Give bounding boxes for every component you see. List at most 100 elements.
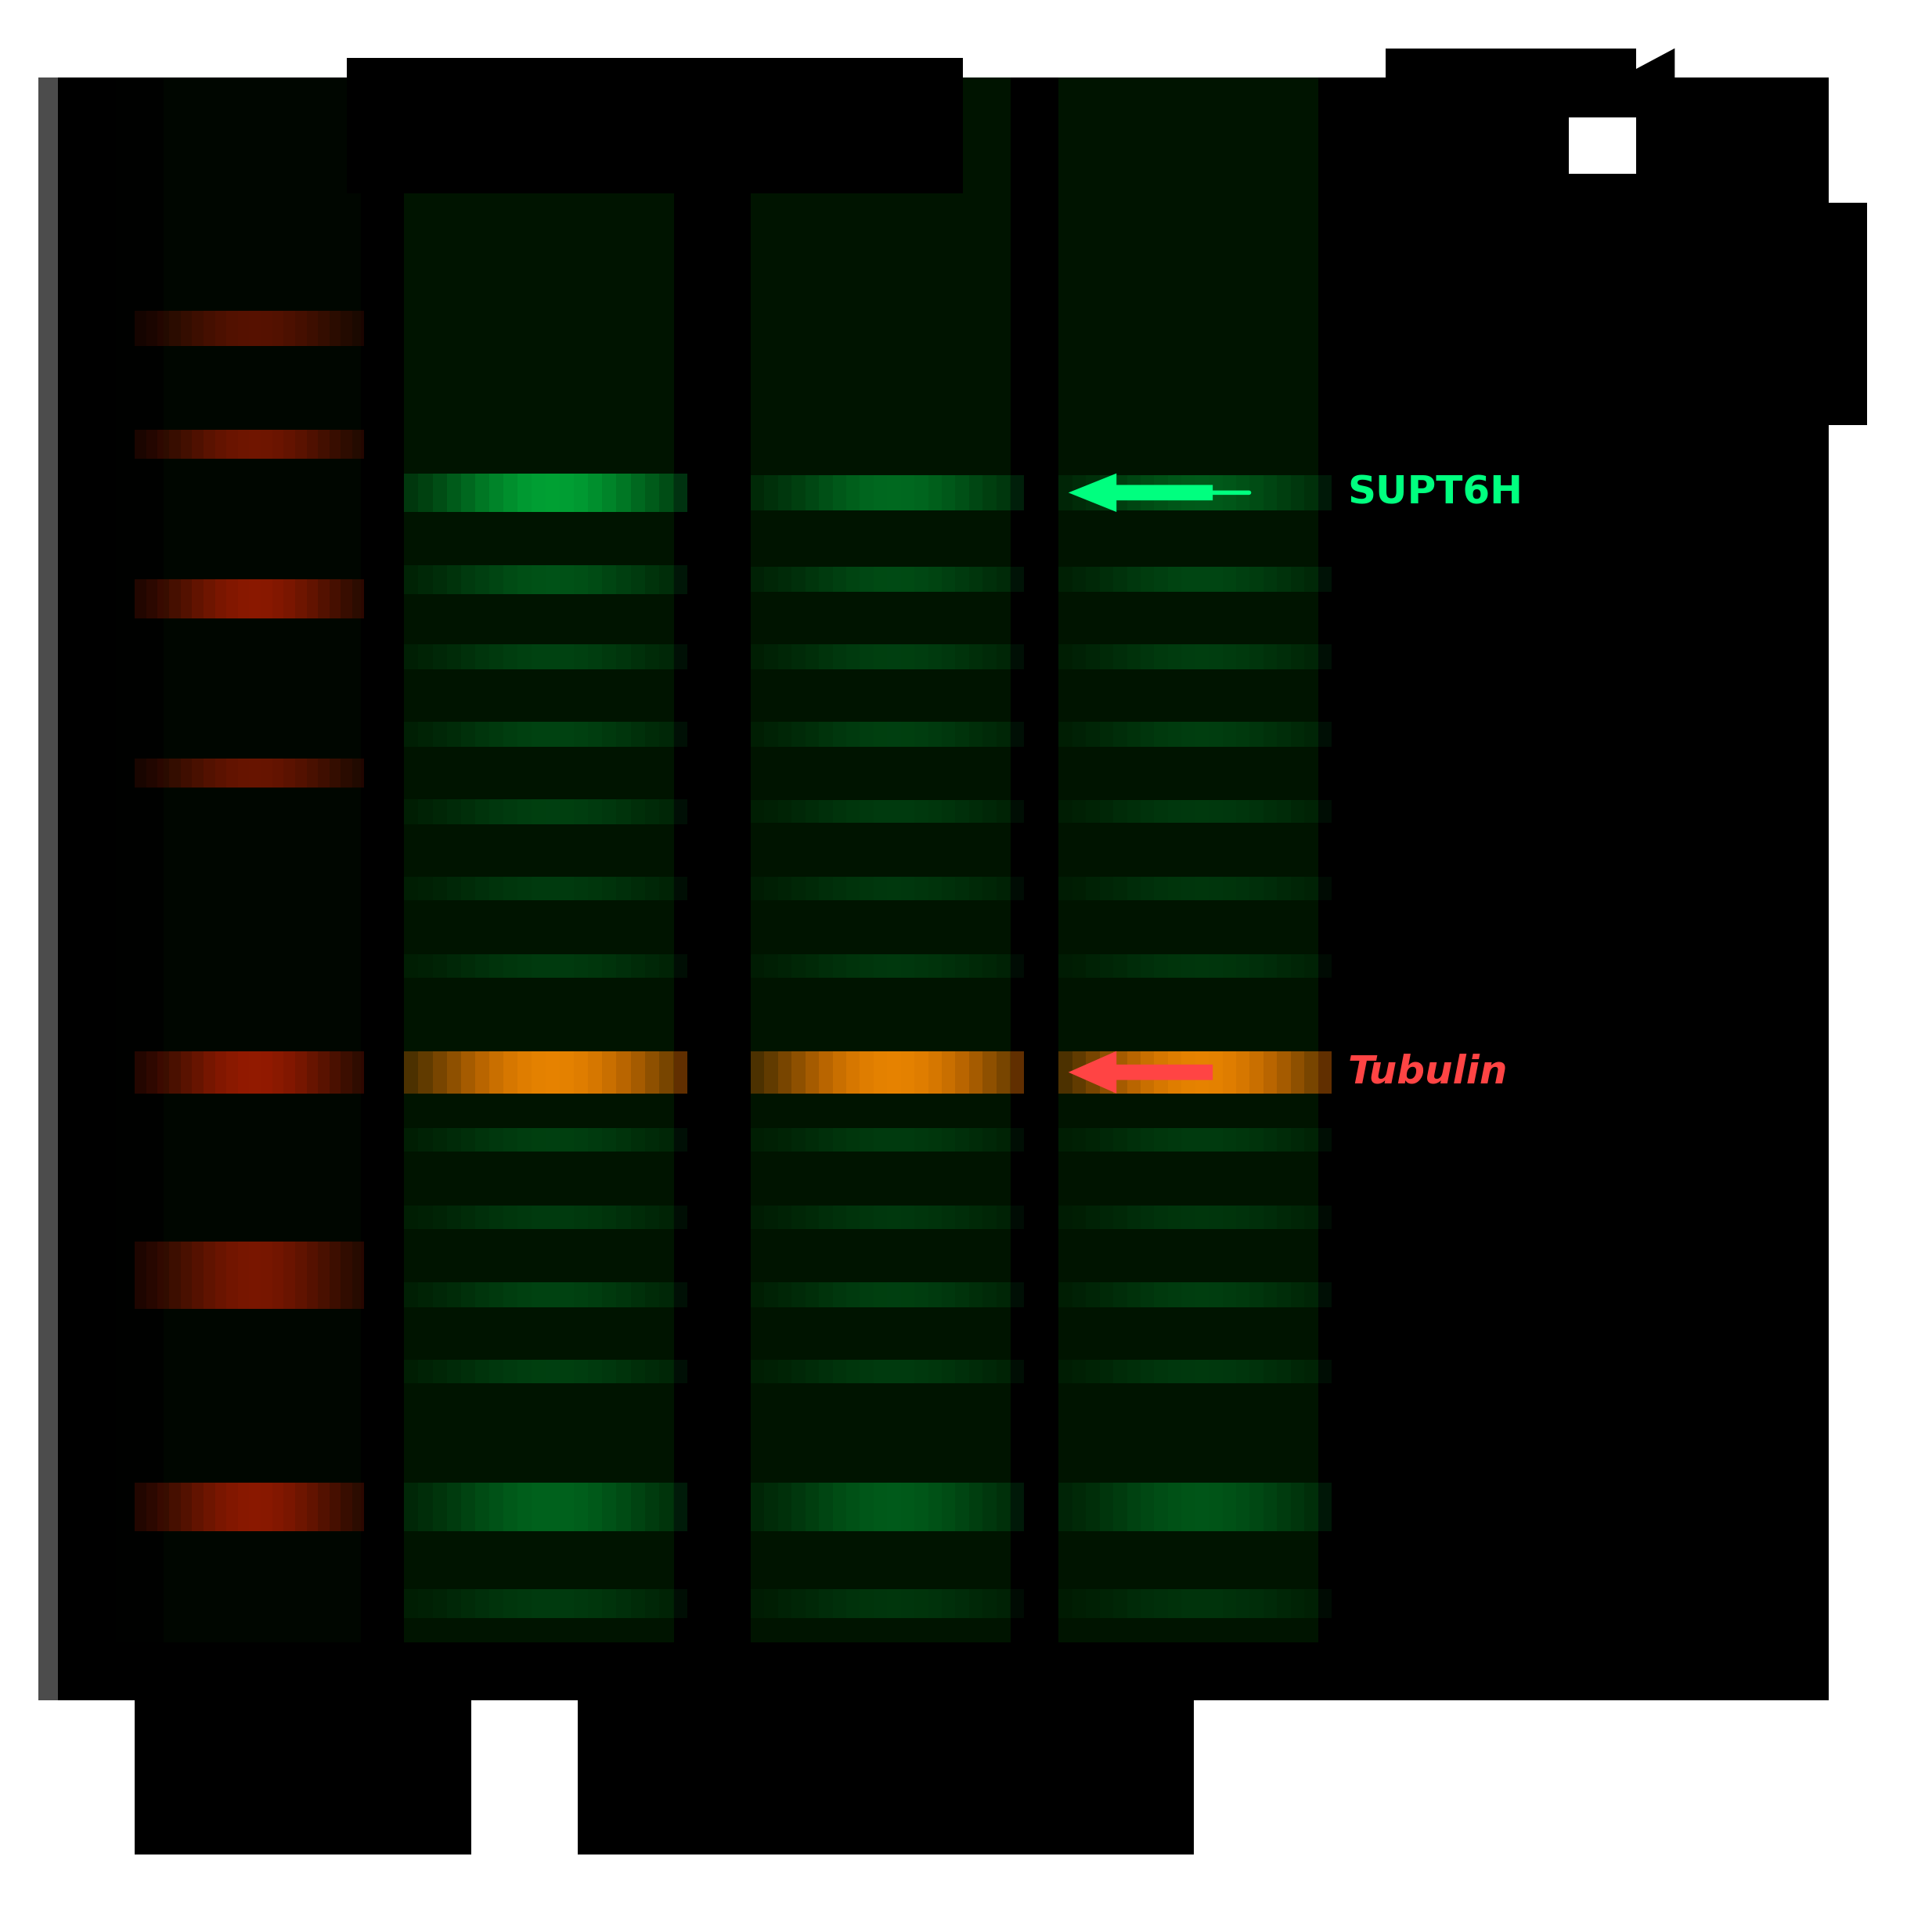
Bar [914,954,928,978]
Bar [764,1588,778,1619]
Bar [1113,1051,1126,1094]
Bar [1236,1128,1249,1151]
Bar [805,877,818,900]
Bar [341,759,352,788]
Bar [1236,568,1249,591]
Bar [216,1051,227,1094]
Bar [329,580,341,618]
Bar [1319,1206,1332,1229]
Bar [518,473,531,512]
Bar [1319,1051,1332,1094]
Bar [1099,568,1113,591]
Bar [404,1588,418,1619]
Bar [531,954,547,978]
Bar [645,1283,658,1306]
Bar [589,1206,603,1229]
Bar [1099,1360,1113,1383]
Bar [271,311,283,346]
Bar [1305,1051,1319,1094]
Bar [1113,1051,1126,1094]
Bar [834,1051,847,1094]
Bar [1168,1206,1182,1229]
Bar [560,566,574,595]
Bar [645,800,658,825]
Bar [941,1206,955,1229]
Bar [1155,1588,1168,1619]
Bar [1290,1206,1305,1229]
Bar [874,1051,887,1094]
Bar [616,1128,631,1151]
Bar [489,877,502,900]
Bar [674,721,687,746]
Bar [805,1128,818,1151]
Bar [778,568,791,591]
Bar [489,1206,502,1229]
Bar [1222,1206,1236,1229]
Bar [589,800,603,825]
Bar [352,759,364,788]
Bar [1305,1051,1319,1094]
Bar [955,475,968,510]
Bar [1086,1051,1099,1094]
Bar [1305,877,1319,900]
Bar [874,1128,887,1151]
Bar [489,721,502,746]
Bar [791,877,805,900]
Bar [1155,877,1168,900]
Bar [518,1051,531,1094]
Bar [847,568,860,591]
Bar [1126,1588,1142,1619]
Bar [982,475,997,510]
Bar [1113,877,1126,900]
Bar [1168,1128,1182,1151]
Bar [547,566,560,595]
Bar [603,566,616,595]
Bar [860,643,874,668]
Bar [283,1240,295,1310]
FancyBboxPatch shape [58,77,1829,1700]
Bar [778,1484,791,1530]
Bar [1072,1588,1086,1619]
Bar [603,721,616,746]
Bar [603,877,616,900]
Bar [847,800,860,823]
Bar [1236,877,1249,900]
Bar [158,1484,169,1530]
Bar [1305,800,1319,823]
Bar [1072,800,1086,823]
Bar [1263,1051,1276,1094]
Bar [1072,1051,1086,1094]
Bar [227,759,239,788]
Bar [791,643,805,668]
Bar [674,1360,687,1383]
Bar [860,877,874,900]
Bar [547,473,560,512]
Bar [135,1240,146,1310]
Bar [1059,1051,1072,1094]
Bar [531,1588,547,1619]
Bar [968,1360,982,1383]
Bar [216,759,227,788]
Bar [1569,118,1636,174]
Bar [250,311,260,346]
Bar [489,1051,502,1094]
Bar [1305,1283,1319,1306]
Bar [239,311,250,346]
Bar [1126,1051,1142,1094]
Bar [955,1360,968,1383]
Bar [192,759,204,788]
Bar [791,1051,805,1094]
Bar [603,643,616,668]
Bar [1142,877,1155,900]
Bar [982,1283,997,1306]
Bar [547,721,560,746]
Bar [192,1484,204,1530]
Bar [1142,1484,1155,1530]
Bar [928,721,941,746]
Bar [1072,1360,1086,1383]
Bar [283,1484,295,1530]
Bar [847,1484,860,1530]
Bar [1011,1360,1024,1383]
Bar [847,1128,860,1151]
Bar [1319,1128,1332,1151]
